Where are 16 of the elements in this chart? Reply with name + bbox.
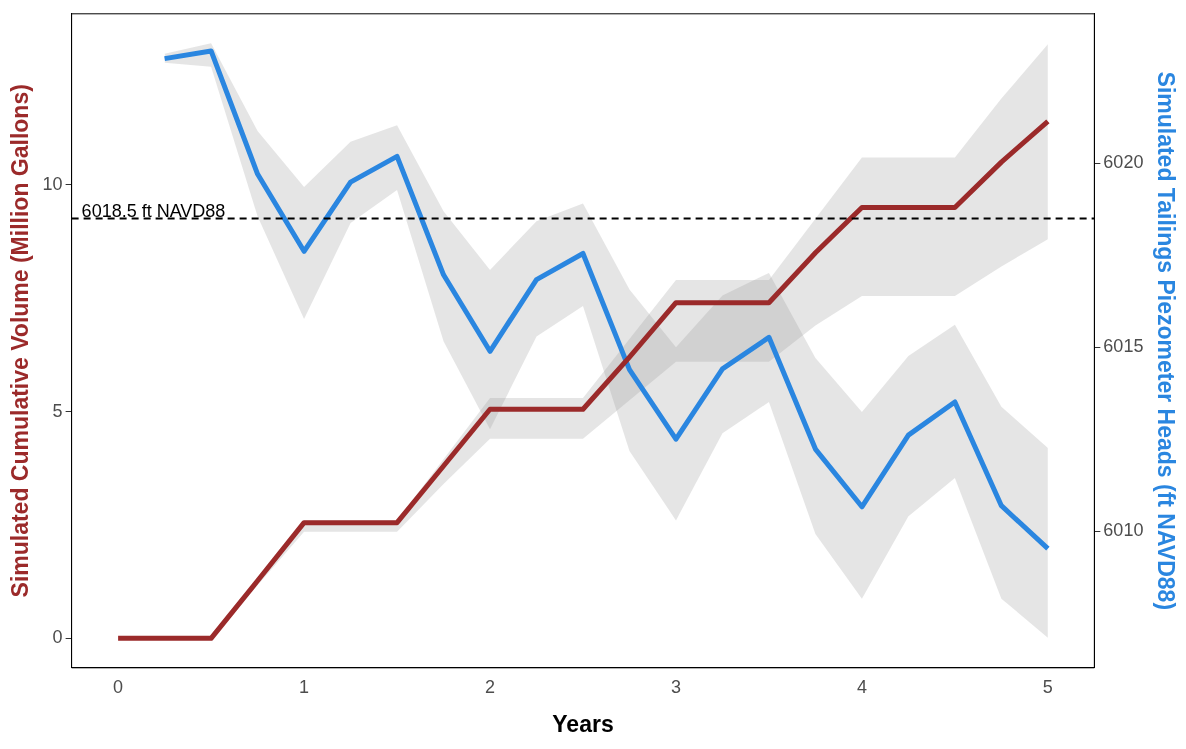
ref-line-label: 6018.5 ft NAVD88: [81, 200, 226, 221]
x-tick-label: 2: [485, 676, 496, 697]
y-tick-label: 5: [52, 400, 63, 421]
x-tick-label: 1: [299, 676, 310, 697]
x-tick-label: 0: [113, 676, 124, 697]
y2-tick-label: 6010: [1103, 520, 1144, 541]
x-tick-label: 3: [670, 676, 681, 697]
y-tick-label: 0: [52, 627, 63, 648]
y2-axis-title: Simulated Tailings Piezometer Heads (ft NAVD88): [1152, 71, 1179, 611]
y2-tick-label: 6015: [1103, 336, 1144, 357]
y-tick-label: 10: [42, 173, 63, 194]
x-tick-label: 4: [856, 676, 867, 697]
x-tick-label: 5: [1042, 676, 1053, 697]
y2-tick-label: 6020: [1103, 152, 1144, 173]
y-axis-title: Simulated Cumulative Volume (Million Gallons): [7, 84, 34, 598]
x-axis-title: Years: [552, 710, 614, 737]
